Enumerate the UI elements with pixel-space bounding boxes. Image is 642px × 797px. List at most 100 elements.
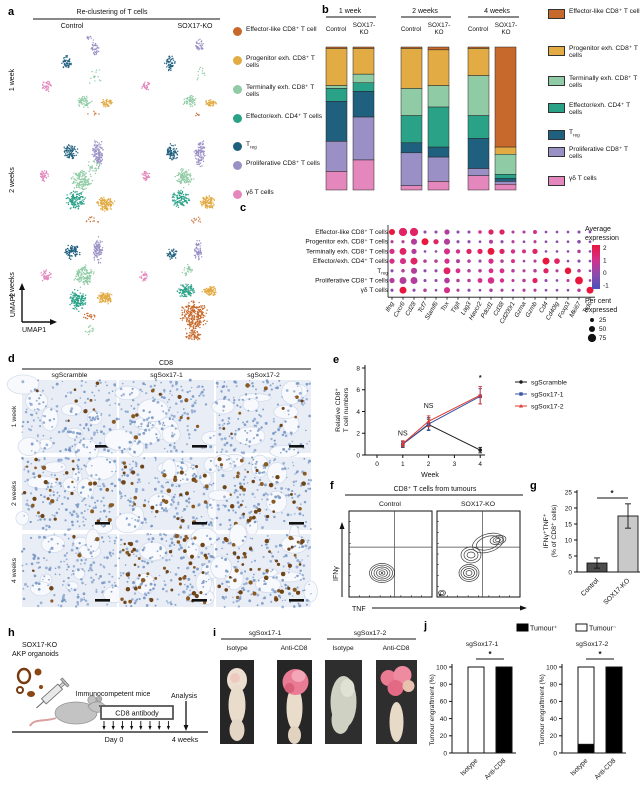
ihc-image [210,523,318,609]
dotplot-dot [499,229,505,235]
dotplot-dot [399,247,407,255]
legend-tumour-neg: Tumour⁻ [589,625,617,632]
dotplot-dot [555,269,559,273]
flow-y-axis-ifng: IFNγ [333,566,340,581]
dotplot-dot [522,230,526,234]
dotplot-dot [522,269,526,273]
dotplot-dot [522,288,526,292]
dotplot-dot [443,238,451,245]
j-ytick: 20 [550,733,558,740]
stacked-bar-segment [467,115,490,139]
stacked-bar-segment [400,185,423,191]
treg-swatch [233,142,242,151]
umap-row-label: 4 weeks [9,272,16,298]
dotplot-dot [575,276,583,285]
pct-expressed-title: Per cent [585,298,611,305]
j-bar-pos [605,666,623,754]
j-ylabel: Tumour engraftment (%) [539,674,546,746]
dotplot-dot [564,267,572,275]
treg-swatch [548,130,565,140]
dotplot-dot [477,278,483,283]
flow-cytometry-plots: CD8⁺ T cells from tumours Control SOX17-KO… [333,486,527,613]
g-ylabel: IFNγ⁺TNF⁺ [543,513,550,548]
j-sig: * [488,650,492,659]
pct-tick: 50 [599,326,607,333]
dotplot-dot [577,259,581,263]
dotplot-dot [467,288,471,292]
g-cat-label: SOX17-KO [602,577,631,606]
dotplot-dot [399,286,407,294]
dotplot-dot [434,259,438,263]
dotplot-dot [390,288,394,292]
dotplot-dot [467,269,471,273]
gene-label: Tox [440,300,451,313]
bar-col-sox17ko: SOX17- [428,22,450,29]
dotplot-dot [478,240,482,244]
scale-bar [289,522,304,525]
j-ytick: 20 [440,733,448,740]
j-ytick: 0 [443,750,447,757]
stacked-bar-segment [494,181,517,185]
dotplot-row-label: Proliferative CD8⁺ T cells [315,278,389,285]
dotplot-dot [467,240,471,244]
dotplot-dot [588,240,592,244]
legend-label: Treg [569,129,580,138]
legend-label: Proliferative CD8⁺ T cells [569,146,628,161]
dotplot-dot [423,230,427,234]
e-xtick: 2 [427,461,431,468]
dot-plot: Effector-like CD8⁺ T cells Progenitor exh… [305,225,619,343]
terminally-swatch [233,85,242,94]
stacked-bar-segment [325,85,348,89]
legend-label: γδ T cells [246,189,274,196]
dotplot-dot [533,240,537,244]
gene-label: Ifng [384,300,396,313]
colorbar-tick: 0 [603,270,607,277]
dotplot-dot [423,250,427,253]
e-ytick: 6 [356,387,360,394]
mouse-icon [29,695,109,727]
dotplot-dot [544,240,548,244]
gd-tcell-swatch [548,176,565,186]
e-legend-sgSox17-2: sgSox17-2 [531,403,564,410]
j-cat-label: Isotype [459,757,479,777]
dotplot-dot [388,228,396,236]
dotplot-dot [456,240,460,244]
tumour-photo [277,660,312,744]
tumour-photo [325,660,362,744]
bar-col-control: Control [401,26,421,33]
dotplot-dot [489,239,493,244]
avg-expression-title: expression [585,235,619,242]
e-xtick: 3 [453,461,457,468]
stacked-bar-segment [400,142,423,154]
j-bar-pos [577,743,595,754]
stacked-bar-segment [494,46,517,148]
dotplot-dot [434,288,438,292]
dotplot-dot [390,269,394,273]
ihc-image [7,374,119,463]
umap-plot: Re-clustering of T cells Control SOX17-KO 1… [9,9,220,341]
stacked-bar-segment [400,152,423,186]
dotplot-dot [444,258,450,264]
stacked-bar-segment [325,141,348,172]
dotplot-dot [398,227,408,237]
g-ytick: 0 [568,569,572,576]
dotplot-dot [566,278,570,283]
effector-like-swatch [233,27,242,36]
bar-group-title: 1 week [339,8,362,15]
dotplot-dot [443,248,451,255]
organoids-icon [16,667,43,697]
dotplot-dot [423,259,427,263]
legend-label: Effector-like CD8⁺ T cell [246,26,317,33]
e-legend-sgSox17-1: sgSox17-1 [531,391,564,398]
ihc-col-label: sgSox17-2 [247,372,280,379]
dotplot-dot [456,288,460,292]
bar-group-title: 4 weeks [484,8,510,15]
dotplot-dot [488,268,494,274]
panel-i-letter: i [213,627,217,639]
stacked-bar-segment [325,171,348,191]
dotplot-dot [499,268,505,274]
dotplot-row-label: Progenitor exh. CD8⁺ T cells [305,239,388,246]
h-akp-label: AKP organoids [12,651,59,658]
tumour-pos-swatch [516,623,529,632]
j-ytick: 100 [436,664,447,671]
